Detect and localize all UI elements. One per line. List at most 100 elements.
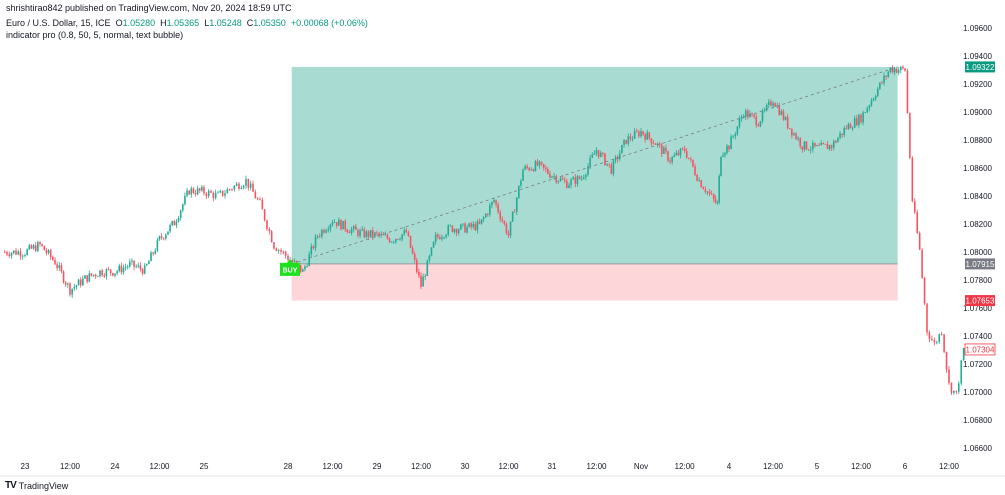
time-axis[interactable]: 23 12:00 24 12:00 25 28 12:00 29 12:00 30 12:00 31 1…: [0, 462, 1005, 477]
price-tick-label: 1.07200: [963, 360, 992, 369]
candle-body: [10, 252, 13, 257]
candle-body: [228, 189, 231, 191]
candle-body: [730, 136, 732, 150]
candle-body: [122, 267, 125, 273]
candle-body: [376, 232, 378, 234]
candle-body: [329, 224, 332, 230]
position-tool[interactable]: [291, 66, 898, 301]
candle-body: [378, 233, 380, 236]
candle-body: [77, 279, 80, 286]
candle-body: [79, 279, 82, 286]
price-axis[interactable]: 1.09600 1.09400 1.09200 1.09000 1.08800 1.086…: [963, 24, 996, 453]
time-tick-label: 30: [461, 462, 470, 471]
candle-body: [327, 229, 330, 231]
candle-body: [71, 288, 73, 295]
stop-price-tag-bg: [965, 295, 995, 307]
candle-body: [638, 131, 640, 137]
candle-body: [786, 116, 789, 128]
candle-body: [382, 233, 385, 236]
candle-body: [847, 124, 850, 129]
buy-signal-label: BUY: [283, 267, 298, 274]
candle-body: [184, 195, 186, 205]
candle-body: [671, 156, 673, 162]
candle-body: [593, 153, 596, 155]
time-tick-label: 12:00: [851, 462, 872, 471]
tradingview-logo[interactable]: TV TradingView: [5, 480, 69, 491]
candle-body: [310, 246, 313, 255]
candle-body: [60, 265, 63, 272]
candle-body: [219, 190, 222, 193]
candle-body: [177, 218, 180, 222]
tv-logo-icon: TV: [5, 480, 17, 491]
candle-body: [938, 334, 941, 342]
indicator-legend[interactable]: indicator pro (0.8, 50, 5, normal, text …: [6, 30, 184, 40]
candle-body: [308, 254, 310, 266]
candle-body: [424, 275, 426, 277]
candle-body: [135, 266, 137, 268]
candle-body: [843, 128, 846, 135]
candle-body: [629, 136, 632, 140]
symbol-title: Euro / U.S. Dollar, 15, ICE: [6, 18, 111, 28]
price-tick-label: 1.09600: [963, 24, 992, 33]
position-overlay: BUY: [280, 66, 898, 276]
candle-body: [405, 230, 408, 233]
candle-body: [853, 118, 856, 128]
candle-body: [524, 166, 526, 170]
candle-body: [302, 269, 304, 272]
candle-body: [480, 219, 483, 224]
candle-body: [137, 265, 140, 267]
candle-body: [532, 169, 535, 172]
candle-body: [247, 178, 250, 188]
price-tick-label: 1.07400: [963, 332, 992, 341]
candle-body: [252, 183, 254, 192]
candle-body: [333, 222, 336, 223]
candle-body: [582, 177, 585, 179]
candle-body: [549, 173, 551, 178]
candle-body: [175, 221, 178, 226]
candle-body: [261, 200, 264, 210]
candle-body: [866, 108, 869, 113]
candle-body: [702, 187, 705, 190]
candle-body: [906, 70, 909, 114]
candle-body: [935, 341, 938, 343]
candle-body: [805, 141, 808, 150]
candle-body: [648, 132, 651, 139]
candle-body: [314, 236, 317, 249]
candle-body: [233, 185, 236, 190]
candle-body: [52, 257, 54, 260]
candle-body: [103, 275, 106, 277]
candle-body: [501, 219, 504, 222]
candle-body: [124, 267, 127, 268]
candle-body: [881, 82, 883, 84]
candle-body: [413, 253, 416, 260]
candle-body: [39, 242, 41, 244]
candle-body: [217, 192, 219, 194]
candle-body: [780, 111, 783, 115]
candle-body: [911, 158, 914, 202]
candle-body: [162, 237, 165, 239]
candle-body: [640, 131, 642, 137]
buy-signal-bubble: [280, 258, 300, 276]
candle-body: [887, 72, 890, 77]
candle-body: [868, 105, 871, 109]
time-tick-label: 6: [903, 462, 908, 471]
candle-body: [654, 143, 657, 145]
candle-body: [732, 136, 734, 138]
candle-body: [129, 261, 131, 267]
candle-body: [955, 390, 958, 392]
candle-body: [534, 161, 537, 172]
candle-body: [148, 261, 150, 265]
candle-body: [478, 221, 481, 224]
target-price-tag-bg: [965, 61, 995, 73]
candle-body: [432, 241, 435, 248]
candle-body: [369, 230, 372, 237]
candle-body: [904, 68, 906, 71]
candle-body: [669, 160, 671, 162]
low-value: 1.05248: [209, 18, 242, 28]
candle-body: [513, 211, 516, 213]
candle-body: [388, 238, 391, 243]
candle-body: [522, 169, 524, 181]
candle-body: [411, 247, 414, 254]
candle-body: [631, 138, 634, 140]
